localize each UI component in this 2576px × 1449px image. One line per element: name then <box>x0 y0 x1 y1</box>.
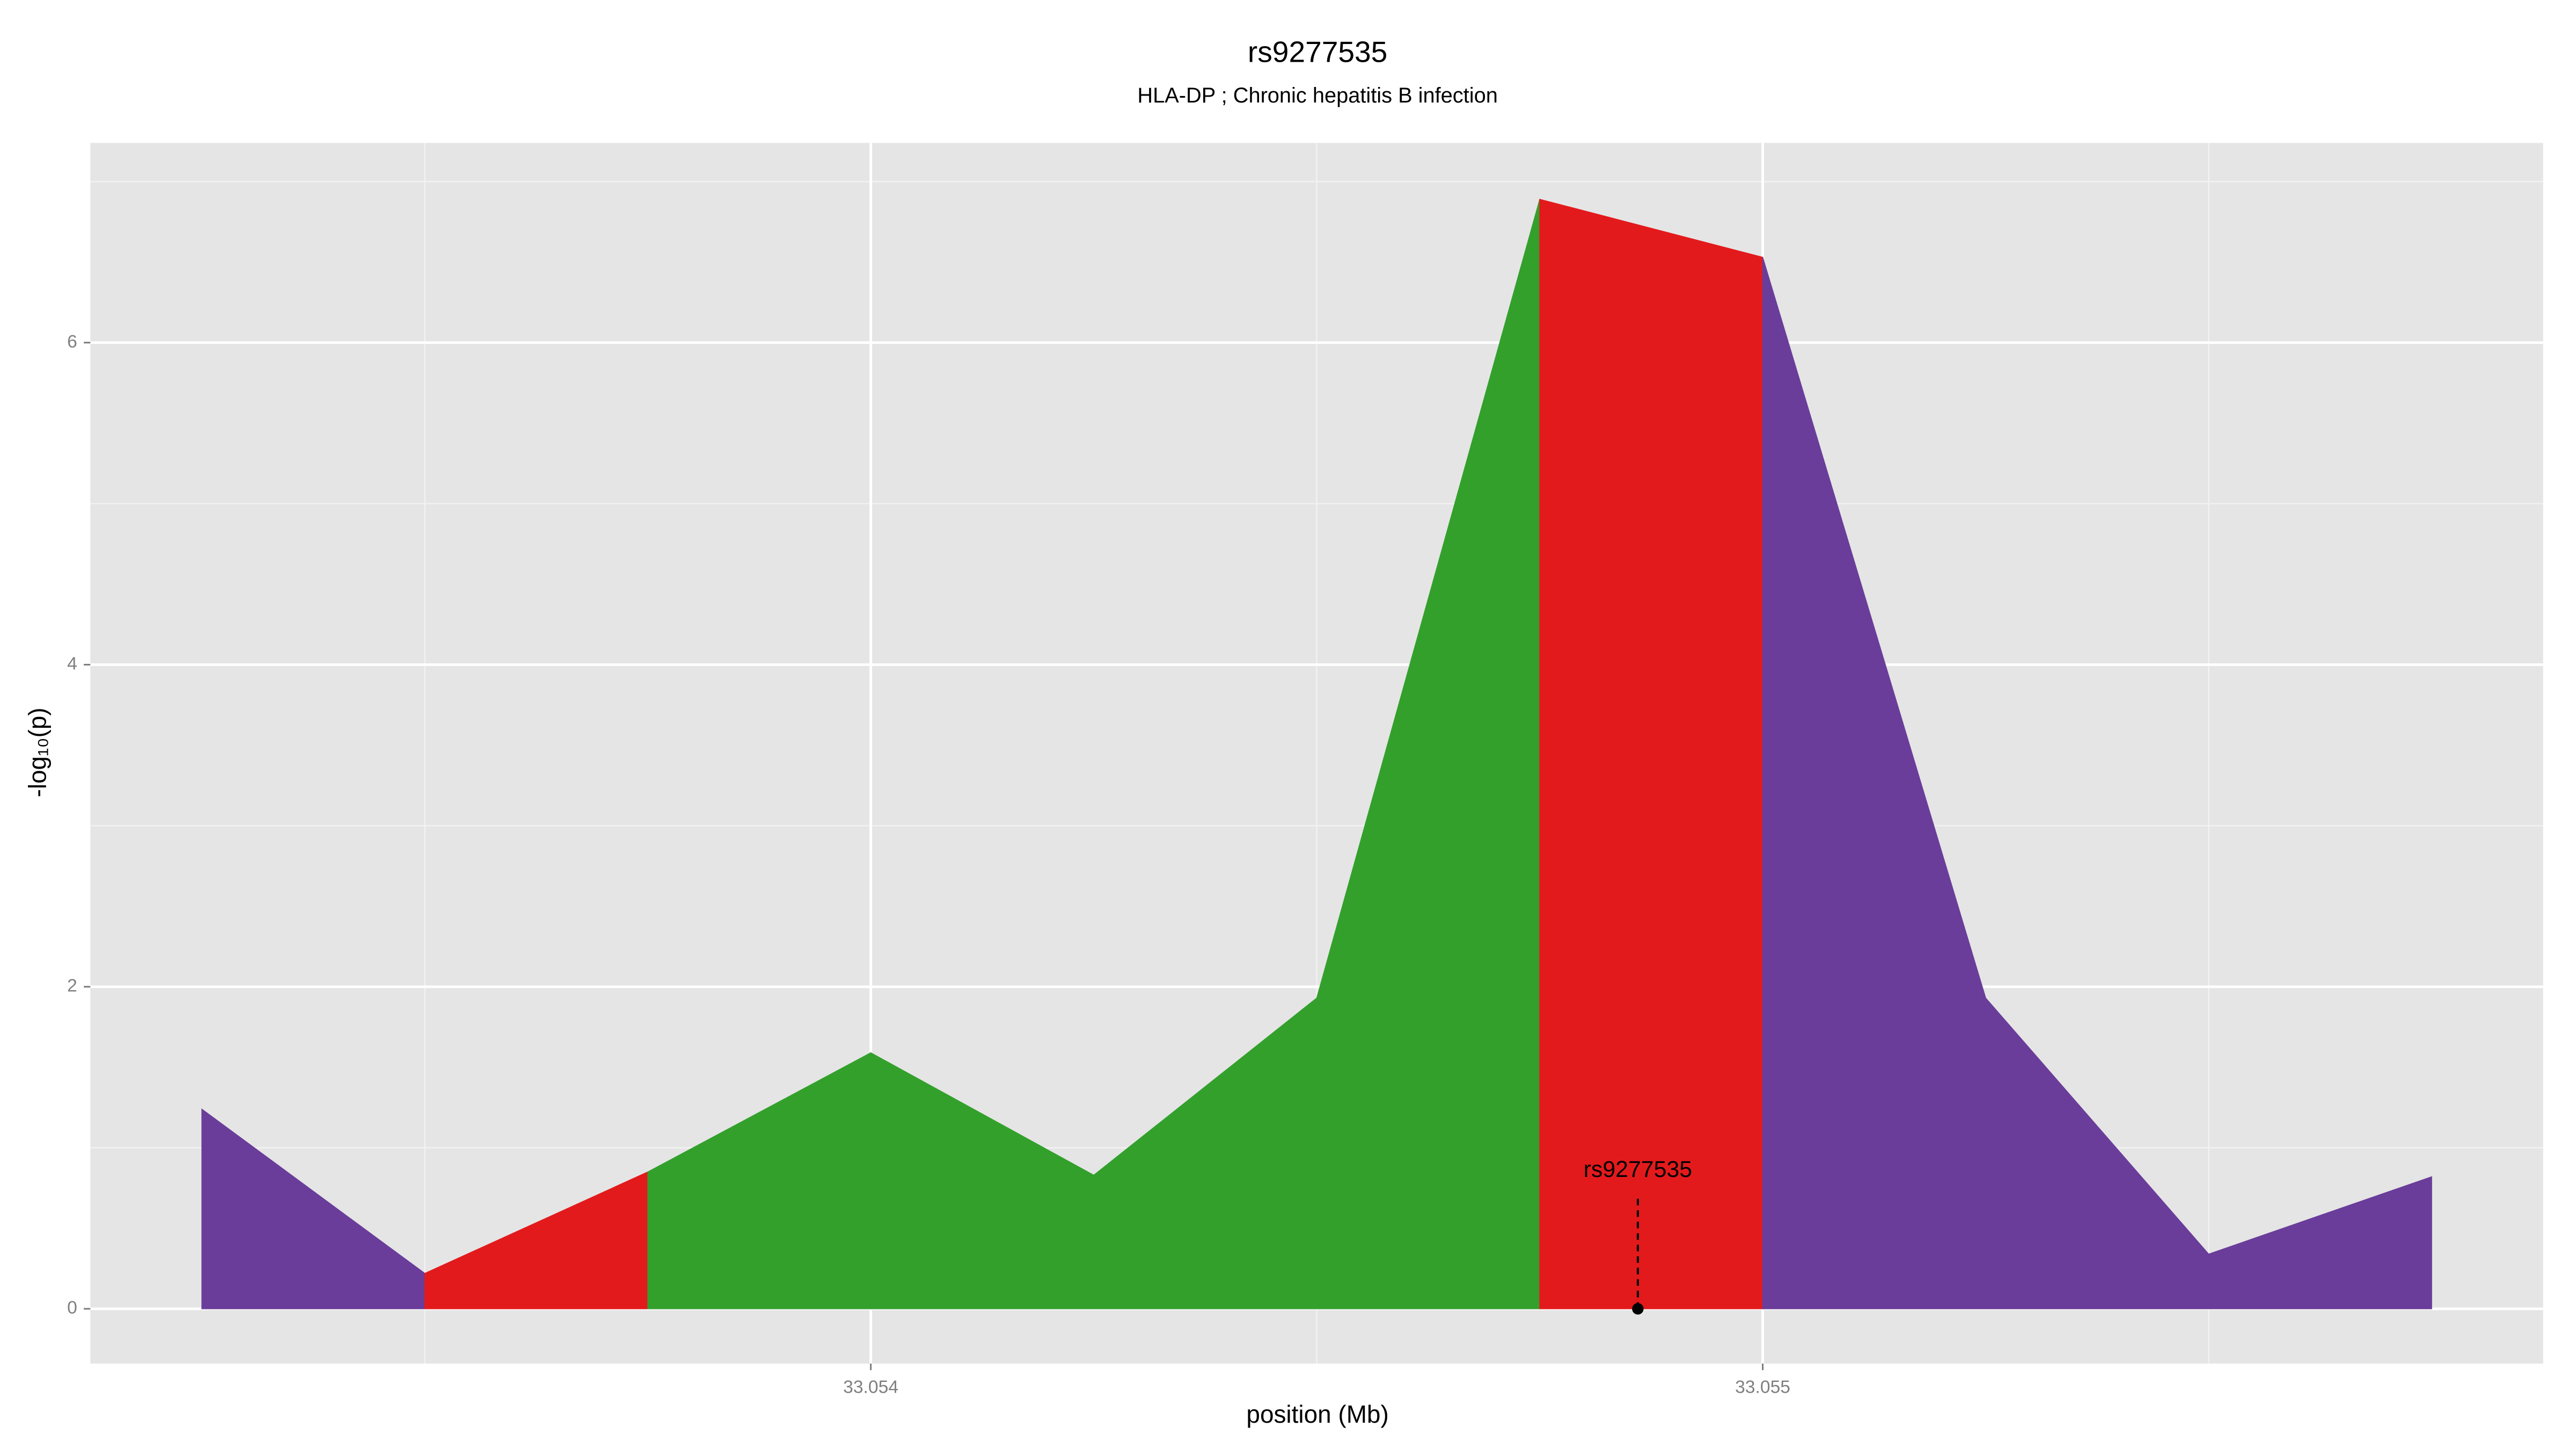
area-segment <box>2208 1176 2432 1309</box>
y-tick-label: 4 <box>67 654 77 674</box>
y-tick-label: 0 <box>67 1298 77 1318</box>
x-tick-label: 33.055 <box>1735 1378 1790 1397</box>
chart-title: rs9277535 <box>1248 35 1387 69</box>
y-axis-label: -log₁₀(p) <box>24 707 52 797</box>
x-axis-label: position (Mb) <box>1246 1400 1388 1428</box>
y-tick-label: 6 <box>67 332 77 352</box>
area-segment <box>1539 199 1763 1309</box>
chart-subtitle: HLA-DP ; Chronic hepatitis B infection <box>1137 84 1497 107</box>
annotation-point <box>1632 1303 1644 1315</box>
annotation-label: rs9277535 <box>1584 1157 1692 1182</box>
y-tick-label: 2 <box>67 976 77 996</box>
x-tick-label: 33.054 <box>843 1378 898 1397</box>
